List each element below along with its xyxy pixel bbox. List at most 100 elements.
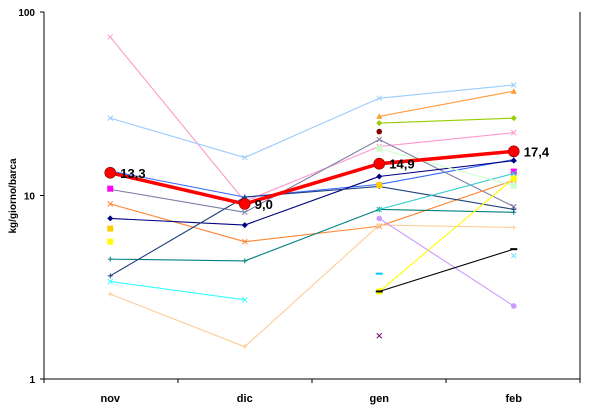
- dash-marker: [375, 272, 383, 275]
- plus-marker: [242, 344, 248, 350]
- x-marker: [107, 115, 114, 121]
- square-marker: [107, 225, 114, 232]
- series-segment: [110, 170, 245, 198]
- series-segment: [110, 117, 245, 159]
- data-label: 13,3: [120, 166, 145, 181]
- series-segment: [379, 90, 514, 117]
- data-series: [107, 82, 517, 161]
- y-axis-label: kg/giorno/barca: [8, 158, 19, 233]
- circle-marker: [510, 303, 517, 309]
- diamond-marker: [376, 120, 383, 127]
- series-segment: [378, 177, 515, 292]
- y-tick-label: 100: [18, 8, 35, 19]
- series-segment: [109, 36, 246, 202]
- series-segment: [379, 148, 514, 187]
- x-marker: [376, 206, 383, 213]
- plus-marker: [107, 256, 113, 262]
- dash-marker: [510, 248, 518, 251]
- data-label: 17,4: [524, 144, 550, 159]
- data-series: [375, 248, 518, 293]
- x-marker: [107, 278, 114, 285]
- series-segment: [109, 196, 246, 277]
- series-segment: [244, 185, 380, 198]
- diamond-marker: [510, 157, 517, 164]
- series-segment: [244, 224, 380, 348]
- series-segment: [244, 225, 380, 243]
- circle-marker: [376, 215, 383, 222]
- x-tick-label: nov: [100, 393, 120, 405]
- highlight-point: [507, 145, 520, 158]
- data-series: [107, 278, 248, 303]
- plus-marker: [511, 206, 517, 212]
- labels-group: 13,3 9,0 14,9 17,4: [120, 144, 550, 212]
- data-series: [107, 34, 517, 205]
- diamond-marker: [107, 215, 114, 222]
- plus-marker: [107, 291, 113, 297]
- data-series: [376, 88, 517, 119]
- series-segment: [110, 188, 245, 213]
- square-marker: [376, 145, 383, 152]
- highlight-point: [238, 198, 251, 210]
- x-marker: [510, 170, 517, 177]
- series-segment: [110, 203, 245, 243]
- square-marker: [376, 182, 383, 189]
- x-marker: [107, 34, 114, 40]
- circle-marker: [376, 128, 383, 135]
- axes: 1 10 100 nov dic gen feb: [18, 8, 581, 405]
- plus-marker: [107, 273, 113, 279]
- dash-marker: [375, 290, 383, 293]
- data-series: [107, 177, 517, 245]
- series-segment: [110, 217, 245, 226]
- data-series: [510, 252, 517, 259]
- series-segment: [379, 84, 514, 99]
- series-segment: [244, 208, 380, 262]
- series-segment: [379, 224, 514, 228]
- diamond-marker: [510, 115, 517, 122]
- data-series: [107, 206, 517, 264]
- data-label: 9,0: [255, 197, 273, 212]
- x-tick-label: gen: [369, 393, 389, 405]
- x-marker: [376, 136, 383, 143]
- x-tick-label: dic: [237, 393, 253, 405]
- series-segment: [244, 97, 380, 159]
- series-segment: [379, 179, 514, 227]
- x-marker: [510, 82, 517, 88]
- highlight-point: [104, 166, 117, 179]
- data-series: [375, 272, 383, 275]
- series-segment: [110, 280, 245, 301]
- series-segment: [110, 258, 245, 262]
- plus-marker: [242, 258, 248, 264]
- diamond-marker: [376, 173, 383, 180]
- x-marker: [241, 154, 248, 161]
- x-marker: [510, 129, 517, 136]
- y-tick-label: 1: [29, 375, 35, 386]
- x-marker: [241, 296, 248, 303]
- series-segment: [379, 132, 514, 148]
- square-marker: [510, 168, 517, 175]
- data-label: 14,9: [389, 157, 414, 172]
- x-marker: [376, 95, 383, 102]
- data-series: [107, 156, 517, 200]
- x-marker: [510, 252, 517, 259]
- data-series: [107, 136, 517, 216]
- highlight-point: [373, 157, 386, 170]
- series-segment: [244, 138, 380, 213]
- data-series: [376, 115, 517, 127]
- series-segment: [110, 293, 245, 348]
- data-series: [107, 182, 383, 232]
- highlight-series: [104, 145, 520, 210]
- data-series: [376, 215, 517, 309]
- data-series: [376, 145, 517, 189]
- series-segment: [244, 145, 380, 202]
- y-tick-label: 10: [24, 192, 36, 203]
- series-segment: [379, 208, 514, 213]
- plus-marker: [511, 224, 517, 230]
- data-series: [376, 332, 383, 339]
- data-series: [376, 128, 383, 135]
- data-series: [107, 168, 517, 192]
- series-segment: [379, 160, 514, 177]
- series-segment: [379, 172, 514, 210]
- x-marker: [107, 201, 114, 207]
- square-marker: [510, 182, 517, 189]
